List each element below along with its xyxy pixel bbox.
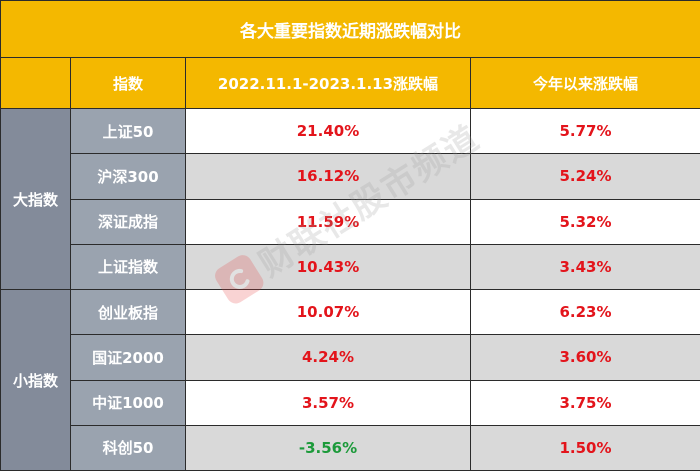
index-name: 科创50	[70, 424, 186, 471]
period-change-value: -3.56%	[185, 424, 471, 471]
period-change-value: 21.40%	[185, 107, 471, 155]
index-name: 中证1000	[70, 379, 186, 426]
ytd-change-value: 5.32%	[470, 198, 700, 245]
period-change-value: 16.12%	[185, 153, 471, 200]
index-name: 上证50	[70, 107, 186, 155]
header-blank	[0, 57, 71, 109]
table-row: 中证1000 3.57% 3.75%	[1, 379, 700, 426]
index-name: 深证成指	[70, 198, 186, 245]
period-change-value: 3.57%	[185, 379, 471, 426]
index-name: 国证2000	[70, 334, 186, 381]
ytd-change-value: 3.75%	[470, 379, 700, 426]
index-name: 沪深300	[70, 153, 186, 200]
period-change-value: 4.24%	[185, 334, 471, 381]
period-change-value: 10.07%	[185, 288, 471, 336]
index-name: 上证指数	[70, 243, 186, 291]
ytd-change-value: 3.43%	[470, 243, 700, 291]
header-period-change: 2022.11.1-2023.1.13涨跌幅	[185, 57, 471, 109]
group-label-small: 小指数	[0, 289, 71, 471]
table-row: 科创50 -3.56% 1.50%	[1, 424, 700, 471]
table-row: 小指数 创业板指 10.07% 6.23%	[0, 288, 700, 471]
ytd-change-value: 1.50%	[470, 424, 700, 471]
index-name: 创业板指	[70, 288, 186, 336]
table-row: 沪深300 16.12% 5.24%	[1, 153, 700, 200]
group-label-large: 大指数	[0, 108, 71, 290]
header-index: 指数	[70, 57, 186, 109]
ytd-change-value: 6.23%	[470, 288, 700, 336]
table-row: 大指数 上证50 21.40% 5.77%	[0, 107, 700, 290]
table-row: 深证成指 11.59% 5.32%	[1, 198, 700, 245]
ytd-change-value: 3.60%	[470, 334, 700, 381]
period-change-value: 11.59%	[185, 198, 471, 245]
ytd-change-value: 5.77%	[470, 107, 700, 155]
table-title: 各大重要指数近期涨跌幅对比	[0, 0, 700, 58]
period-change-value: 10.43%	[185, 243, 471, 291]
header-ytd-change: 今年以来涨跌幅	[470, 57, 700, 109]
ytd-change-value: 5.24%	[470, 153, 700, 200]
table-row: 国证2000 4.24% 3.60%	[1, 334, 700, 381]
table-row: 上证指数 10.43% 3.43%	[1, 243, 700, 291]
